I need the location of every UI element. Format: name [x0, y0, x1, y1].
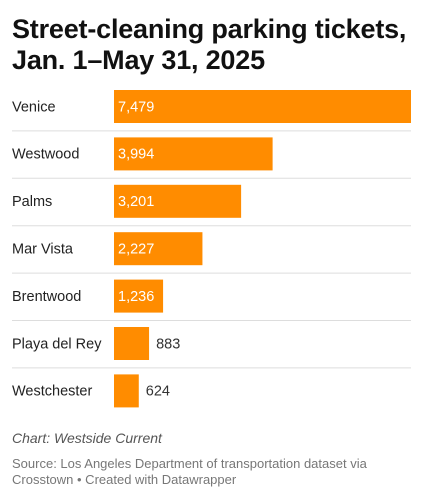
bar: [114, 374, 139, 408]
bar-chart: Venice 7,479 Westwood 3,994 Palms 3,201 Mar Vi…: [12, 90, 411, 408]
bar: [114, 137, 273, 171]
bar-row: Venice 7,479: [12, 90, 411, 132]
value-label: 7,479: [118, 99, 154, 115]
chart-credit: Chart: Westside Current: [12, 430, 162, 446]
value-label: 1,236: [118, 289, 154, 305]
bar: [114, 327, 150, 360]
bar-row: Westchester 624: [12, 374, 170, 408]
bar-row: Brentwood 1,236: [12, 279, 411, 321]
category-label: Playa del Rey: [12, 336, 102, 352]
category-label: Palms: [12, 194, 52, 210]
bar-row: Mar Vista 2,227: [12, 232, 411, 274]
bar: [114, 90, 411, 123]
category-label: Westchester: [12, 384, 92, 400]
category-label: Mar Vista: [12, 242, 74, 258]
value-label: 2,227: [118, 242, 154, 258]
chart-container: Street-cleaning parking tickets, Jan. 1–…: [12, 14, 411, 487]
category-label: Westwood: [12, 147, 79, 163]
bar: [114, 279, 164, 313]
value-label: 3,994: [118, 147, 154, 163]
category-label: Brentwood: [12, 289, 81, 305]
chart-source: Source: Los Angeles Department of transp…: [12, 456, 367, 487]
value-label: 624: [146, 384, 170, 400]
chart-title: Street-cleaning parking tickets, Jan. 1–…: [12, 14, 407, 75]
category-label: Venice: [12, 99, 56, 115]
bar: [114, 232, 203, 266]
bar: [114, 184, 242, 218]
value-label: 3,201: [118, 194, 154, 210]
bar-row: Westwood 3,994: [12, 137, 411, 179]
bar-row: Palms 3,201: [12, 184, 411, 227]
bar-row: Playa del Rey 883: [12, 327, 411, 369]
value-label: 883: [156, 336, 180, 352]
